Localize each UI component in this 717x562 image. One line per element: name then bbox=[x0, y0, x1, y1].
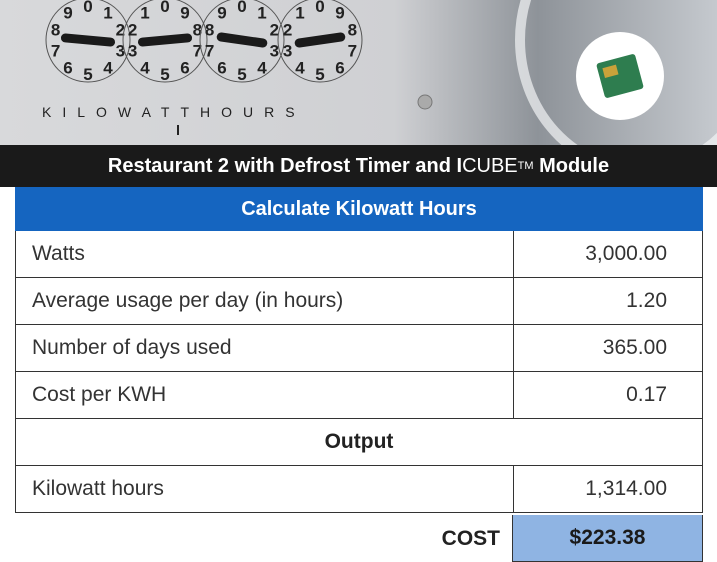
dial-digit: 0 bbox=[237, 0, 246, 16]
dial-digit: 6 bbox=[180, 59, 189, 78]
dial-digit: 4 bbox=[295, 59, 305, 78]
dial-digit: 2 bbox=[270, 20, 279, 39]
dial-digit: 3 bbox=[270, 42, 279, 61]
dial-face bbox=[45, 0, 131, 83]
dial-digit: 0 bbox=[160, 0, 169, 16]
dial-hand bbox=[60, 33, 116, 47]
section-header: Output bbox=[15, 419, 703, 466]
dial-digit: 8 bbox=[205, 20, 214, 39]
dial-digit: 5 bbox=[83, 65, 92, 84]
table-row: Watts 3,000.00 bbox=[15, 231, 703, 278]
dial-digit: 8 bbox=[193, 20, 202, 39]
dial-digit: 5 bbox=[315, 65, 324, 84]
dial-digit: 2 bbox=[116, 20, 125, 39]
dial-digit: 9 bbox=[335, 3, 344, 22]
dial-digit: 9 bbox=[180, 3, 189, 22]
table-row: Average usage per day (in hours) 1.20 bbox=[15, 278, 703, 325]
meter-label: KILOWATTHOURS bbox=[42, 104, 306, 120]
dial-digit: 8 bbox=[348, 20, 357, 39]
title-brand: CUBE bbox=[462, 154, 518, 177]
row-value: 3,000.00 bbox=[513, 231, 704, 277]
row-label: Average usage per day (in hours) bbox=[32, 289, 344, 312]
title-text-end: Module bbox=[533, 154, 610, 177]
dial-face bbox=[199, 0, 285, 83]
dial-digit: 8 bbox=[51, 20, 60, 39]
dial-face bbox=[277, 0, 363, 83]
section-header: Calculate Kilowatt Hours bbox=[15, 187, 703, 231]
dial-digit: 7 bbox=[51, 42, 60, 61]
dial-face bbox=[122, 0, 208, 83]
dial-hand bbox=[137, 33, 193, 47]
row-value: 365.00 bbox=[513, 325, 704, 371]
dial-digit: 9 bbox=[217, 3, 226, 22]
row-label: Watts bbox=[32, 242, 85, 265]
dial-digit: 2 bbox=[283, 20, 292, 39]
row-label: Cost per KWH bbox=[32, 383, 167, 406]
dial-hand bbox=[216, 32, 268, 48]
row-value: 0.17 bbox=[513, 372, 704, 418]
dial-digit: 5 bbox=[160, 65, 169, 84]
row-label: Kilowatt hours bbox=[32, 477, 164, 500]
module-chip-part bbox=[602, 64, 619, 78]
title-brand-initial: I bbox=[456, 154, 463, 177]
dial-digit: 3 bbox=[283, 42, 292, 61]
screw bbox=[417, 94, 433, 110]
dial-digit: 7 bbox=[205, 42, 214, 61]
dial-digit: 3 bbox=[128, 42, 137, 61]
dial-hand bbox=[294, 32, 346, 48]
dial-digit: 2 bbox=[128, 20, 137, 39]
title-text: Restaurant 2 with Defrost Timer and bbox=[107, 154, 457, 177]
dial-digit: 1 bbox=[140, 3, 149, 22]
table-row: Cost per KWH 0.17 bbox=[15, 372, 703, 419]
table-row: Number of days used 365.00 bbox=[15, 325, 703, 372]
dial-digit: 5 bbox=[237, 65, 246, 84]
table-row: Kilowatt hours 1,314.00 bbox=[15, 466, 703, 513]
calculator-title: Restaurant 2 with Defrost Timer and I CUB… bbox=[0, 145, 717, 187]
module-chip bbox=[596, 54, 644, 98]
dial-digit: 0 bbox=[315, 0, 324, 16]
glass-reflection bbox=[515, 0, 717, 145]
dial-digit: 6 bbox=[63, 59, 72, 78]
row-label: Number of days used bbox=[32, 336, 232, 359]
total-value: $223.38 bbox=[512, 515, 703, 562]
row-value: 1,314.00 bbox=[513, 466, 704, 512]
dial-digit: 0 bbox=[83, 0, 92, 16]
dial-digit: 9 bbox=[63, 3, 72, 22]
dial-digit: 7 bbox=[348, 42, 357, 61]
row-value: 1.20 bbox=[513, 278, 704, 324]
title-trademark: TM bbox=[517, 160, 534, 172]
dial-digit: 1 bbox=[257, 3, 266, 22]
dial-digit: 7 bbox=[193, 42, 202, 61]
dial-digit: 1 bbox=[295, 3, 304, 22]
dial-digit: 4 bbox=[257, 59, 267, 78]
dial-digit: 4 bbox=[103, 59, 113, 78]
dial-digit: 6 bbox=[335, 59, 344, 78]
dial-digit: 6 bbox=[217, 59, 226, 78]
dial-digit: 3 bbox=[116, 42, 125, 61]
total-label: COST bbox=[441, 526, 500, 550]
dial-digit: 1 bbox=[103, 3, 112, 22]
dial-digit: 4 bbox=[140, 59, 150, 78]
